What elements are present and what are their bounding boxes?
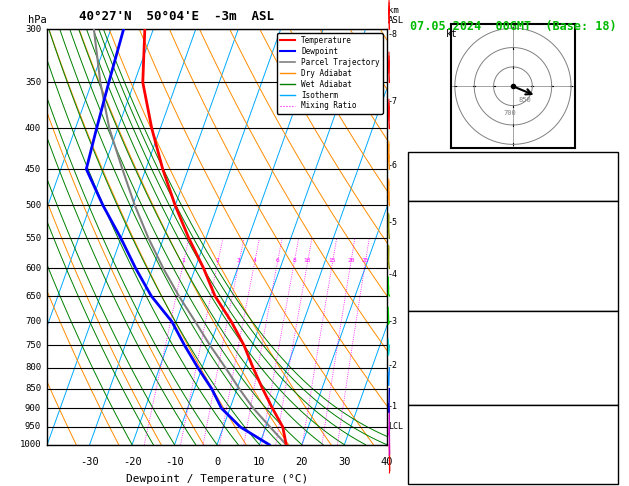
Text: 0: 0 [214,457,220,467]
Text: StmDir: StmDir [412,458,447,468]
Text: 1: 1 [182,258,186,262]
Text: Pressure (mb): Pressure (mb) [412,334,488,344]
Text: 800: 800 [25,363,41,372]
Text: Dewp (°C): Dewp (°C) [412,240,465,249]
Text: 4: 4 [253,258,257,262]
Text: 313: 313 [598,255,615,264]
Text: 30: 30 [338,457,350,467]
Text: 17: 17 [603,473,615,483]
Text: CIN (J): CIN (J) [412,394,453,404]
Text: 2: 2 [216,258,220,262]
Text: -4: -4 [388,270,398,278]
Legend: Temperature, Dewpoint, Parcel Trajectory, Dry Adiabat, Wet Adiabat, Isotherm, Mi: Temperature, Dewpoint, Parcel Trajectory… [277,33,383,114]
Text: -7: -7 [388,97,398,106]
Text: PW (cm): PW (cm) [412,191,453,200]
Text: EH: EH [412,428,424,438]
Text: 40: 40 [381,457,393,467]
Text: 40°27'N  50°04'E  -3m  ASL: 40°27'N 50°04'E -3m ASL [79,10,274,23]
Text: -2: -2 [388,361,398,370]
Text: Dewpoint / Temperature (°C): Dewpoint / Temperature (°C) [126,474,308,484]
Text: © weatheronline.co.uk: © weatheronline.co.uk [456,474,569,484]
Text: K: K [412,160,418,170]
Text: -8: -8 [388,30,398,39]
Text: -6: -6 [388,161,398,170]
Text: -30: -30 [81,457,99,467]
Text: 21: 21 [603,160,615,170]
Text: Lifted Index: Lifted Index [412,270,482,279]
Text: 850: 850 [598,334,615,344]
Text: 850: 850 [25,384,41,393]
Text: 450: 450 [25,165,41,174]
Text: 07.05.2024  00GMT  (Base: 18): 07.05.2024 00GMT (Base: 18) [409,20,616,34]
Text: 0: 0 [610,300,615,310]
Text: 900: 900 [25,404,41,413]
Text: kt: kt [446,29,458,39]
Text: 750: 750 [25,341,41,350]
Text: 318: 318 [598,349,615,359]
Text: 12.3: 12.3 [592,240,615,249]
Text: 4: 4 [610,270,615,279]
Text: -5: -5 [388,218,398,227]
Text: 600: 600 [25,264,41,273]
Text: 3: 3 [237,258,241,262]
Text: 50: 50 [603,175,615,185]
Text: 950: 950 [25,422,41,432]
Text: CAPE (J): CAPE (J) [412,285,459,295]
Text: 10: 10 [304,258,311,262]
Text: 650: 650 [25,292,41,300]
Text: -10: -10 [165,457,184,467]
Text: -20: -20 [123,457,142,467]
Text: 500: 500 [25,201,41,210]
Text: 20: 20 [347,258,355,262]
Text: 270°: 270° [592,458,615,468]
Text: CIN (J): CIN (J) [412,300,453,310]
Text: 300: 300 [25,25,41,34]
Text: Hodograph: Hodograph [486,413,540,423]
Text: StmSpd (kt): StmSpd (kt) [412,473,477,483]
Text: 400: 400 [25,124,41,133]
Text: 0: 0 [610,285,615,295]
Text: SREH: SREH [412,443,435,453]
Text: -3: -3 [388,317,398,326]
Text: -1: -1 [388,402,398,411]
Text: Lifted Index: Lifted Index [412,364,482,374]
Text: LCL: LCL [388,422,403,432]
Text: 16.3: 16.3 [592,225,615,234]
Text: 350: 350 [25,78,41,87]
Text: 1000: 1000 [19,440,41,449]
Text: Most Unstable: Most Unstable [475,319,551,329]
Text: Temp (°C): Temp (°C) [412,225,465,234]
Text: 700: 700 [503,110,516,116]
Text: 25: 25 [362,258,369,262]
Text: 129: 129 [598,443,615,453]
Text: θᴇ(K): θᴇ(K) [412,255,442,264]
Text: 10: 10 [253,457,265,467]
Text: Totals Totals: Totals Totals [412,175,488,185]
Text: CAPE (J): CAPE (J) [412,379,459,389]
Text: Mixing Ratio (g/kg): Mixing Ratio (g/kg) [416,186,425,288]
Text: 2.13: 2.13 [592,191,615,200]
Text: Surface: Surface [493,209,533,219]
Text: hPa: hPa [28,15,47,25]
Text: θᴇ (K): θᴇ (K) [412,349,447,359]
Text: 20: 20 [296,457,308,467]
Text: 0: 0 [610,428,615,438]
Text: km
ASL: km ASL [388,6,404,25]
Text: 850: 850 [519,97,532,103]
Text: 700: 700 [25,317,41,326]
Text: 0: 0 [610,379,615,389]
Text: 8: 8 [292,258,296,262]
Text: 0: 0 [610,394,615,404]
Text: 15: 15 [329,258,337,262]
Text: 6: 6 [276,258,279,262]
Text: 550: 550 [25,234,41,243]
Text: 1: 1 [610,364,615,374]
